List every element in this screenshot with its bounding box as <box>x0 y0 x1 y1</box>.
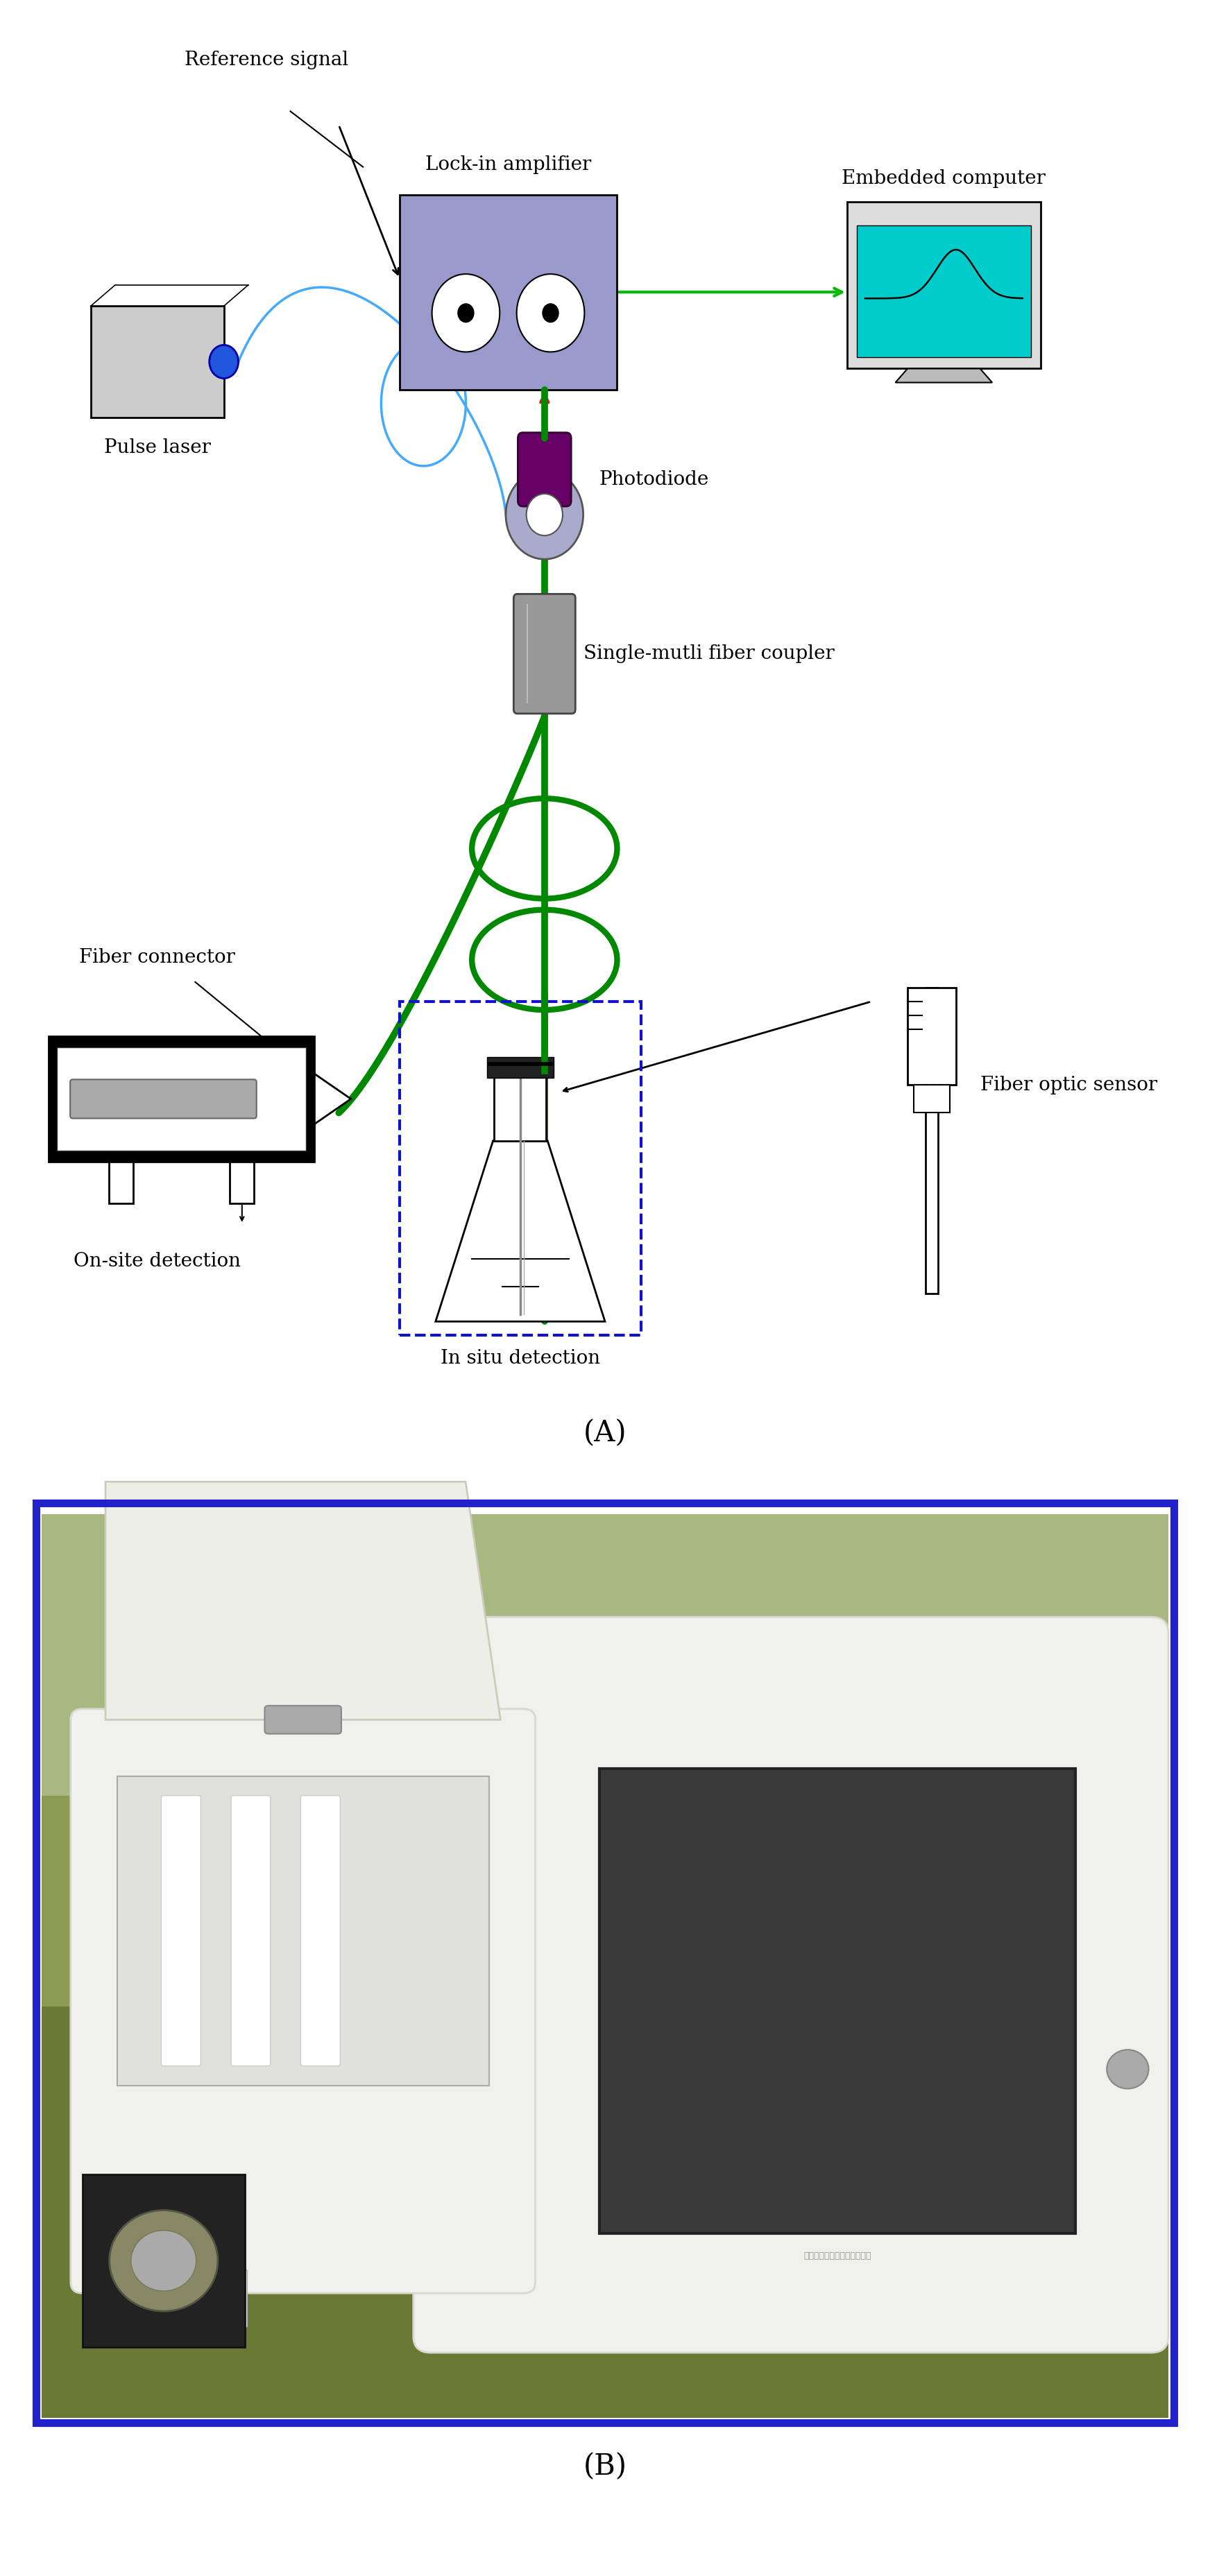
Text: 便携式环境污染重金属分析仪: 便携式环境污染重金属分析仪 <box>803 2251 871 2262</box>
Polygon shape <box>436 1141 605 1321</box>
Text: Pulse laser: Pulse laser <box>104 438 211 456</box>
Text: Embedded computer: Embedded computer <box>842 170 1045 188</box>
Polygon shape <box>105 1481 501 1721</box>
FancyBboxPatch shape <box>91 307 224 417</box>
Text: Fiber optic sensor: Fiber optic sensor <box>980 1077 1157 1095</box>
Text: In situ detection: In situ detection <box>440 1350 600 1368</box>
Circle shape <box>526 495 563 536</box>
FancyBboxPatch shape <box>486 1056 554 1079</box>
FancyBboxPatch shape <box>399 196 617 389</box>
Polygon shape <box>315 1074 351 1123</box>
FancyBboxPatch shape <box>41 1515 1169 1795</box>
FancyBboxPatch shape <box>82 2174 244 2347</box>
FancyBboxPatch shape <box>847 201 1041 368</box>
FancyBboxPatch shape <box>117 1775 489 2087</box>
Circle shape <box>1107 2050 1148 2089</box>
FancyBboxPatch shape <box>857 224 1031 358</box>
FancyBboxPatch shape <box>494 1064 546 1141</box>
FancyBboxPatch shape <box>908 987 956 1084</box>
Circle shape <box>131 2231 196 2290</box>
Circle shape <box>457 304 474 322</box>
Circle shape <box>506 471 583 559</box>
FancyBboxPatch shape <box>231 1795 271 2066</box>
Text: (A): (A) <box>583 1419 627 1448</box>
FancyBboxPatch shape <box>109 1162 133 1203</box>
FancyBboxPatch shape <box>70 1708 535 2293</box>
FancyBboxPatch shape <box>138 2269 166 2329</box>
FancyBboxPatch shape <box>518 433 571 507</box>
Text: (B): (B) <box>583 2452 627 2481</box>
Polygon shape <box>895 368 992 381</box>
Circle shape <box>517 273 584 353</box>
FancyBboxPatch shape <box>265 1705 341 1734</box>
Circle shape <box>542 304 559 322</box>
FancyBboxPatch shape <box>48 1036 315 1162</box>
FancyBboxPatch shape <box>599 1767 1076 2233</box>
Circle shape <box>432 273 500 353</box>
Text: On-site detection: On-site detection <box>74 1252 241 1270</box>
FancyBboxPatch shape <box>914 1084 950 1113</box>
FancyBboxPatch shape <box>57 1048 306 1151</box>
Text: Fiber connector: Fiber connector <box>80 948 235 966</box>
FancyBboxPatch shape <box>41 2007 1169 2416</box>
FancyBboxPatch shape <box>414 1618 1169 2352</box>
FancyBboxPatch shape <box>219 2269 247 2329</box>
FancyBboxPatch shape <box>926 987 938 1293</box>
Text: Reference signal: Reference signal <box>184 52 348 70</box>
FancyBboxPatch shape <box>41 1795 1169 2012</box>
Text: Photodiode: Photodiode <box>599 471 709 489</box>
FancyBboxPatch shape <box>70 1079 257 1118</box>
Text: Single-mutli fiber coupler: Single-mutli fiber coupler <box>583 644 835 662</box>
FancyBboxPatch shape <box>513 595 576 714</box>
Circle shape <box>209 345 238 379</box>
Circle shape <box>109 2210 218 2311</box>
Text: Lock-in amplifier: Lock-in amplifier <box>425 155 592 175</box>
FancyBboxPatch shape <box>300 1795 340 2066</box>
FancyBboxPatch shape <box>161 1795 201 2066</box>
FancyBboxPatch shape <box>230 1162 254 1203</box>
